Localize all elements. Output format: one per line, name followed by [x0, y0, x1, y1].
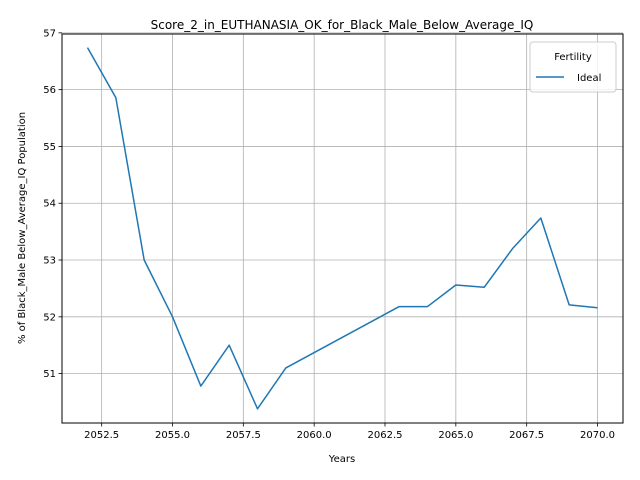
y-tick-label: 52 [43, 312, 56, 323]
legend: Fertility Ideal [529, 41, 617, 93]
y-tick-label: 53 [43, 256, 56, 267]
x-axis-ticks: 2052.5 2055.0 2057.5 2060.0 2062.5 2065.0 2067… [84, 423, 615, 441]
x-tick-label: 2055.0 [155, 430, 190, 441]
x-tick-label: 2052.5 [84, 430, 119, 441]
series-lines [86, 47, 598, 410]
x-tick-label: 2070.0 [580, 430, 615, 441]
x-tick-label: 2062.5 [368, 430, 403, 441]
y-axis-label: % of Black_Male Below_Average_IQ Populat… [17, 112, 28, 344]
x-tick-label: 2057.5 [226, 430, 261, 441]
series-line-ideal [86, 47, 598, 410]
x-tick-label: 2065.0 [438, 430, 473, 441]
y-tick-label: 54 [43, 199, 56, 210]
y-tick-label: 51 [43, 369, 56, 380]
legend-box [529, 41, 617, 93]
y-tick-label: 55 [43, 142, 56, 153]
x-tick-label: 2067.5 [509, 430, 544, 441]
grid-lines [62, 32, 623, 423]
x-tick-label: 2060.0 [297, 430, 332, 441]
y-tick-label: 56 [43, 85, 56, 96]
legend-title: Fertility [554, 52, 592, 63]
y-axis-ticks: 51 52 53 54 55 56 57 [43, 28, 62, 380]
y-tick-label: 57 [43, 28, 56, 39]
x-axis-label: Years [328, 454, 355, 465]
plot-area-frame [61, 33, 624, 424]
chart-title: Score_2_in_EUTHANASIA_OK_for_Black_Male_… [151, 18, 534, 32]
legend-label-ideal: Ideal [577, 73, 601, 84]
